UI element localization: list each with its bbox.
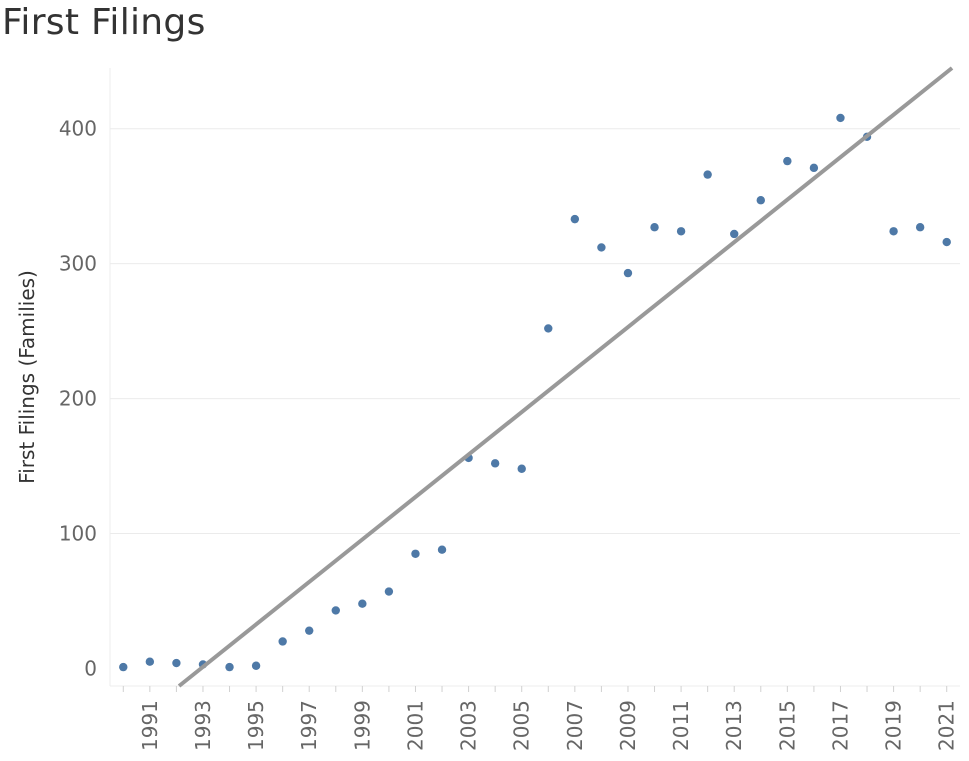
data-point-1995 [252, 662, 260, 670]
data-point-1996 [278, 637, 286, 645]
trend-line [179, 68, 952, 686]
x-tick-label: 1995 [244, 700, 268, 751]
data-point-1997 [305, 626, 313, 634]
data-points [119, 114, 951, 672]
y-tick-label: 0 [84, 656, 97, 680]
data-point-1992 [172, 659, 180, 667]
x-tick-label: 2003 [457, 700, 481, 751]
data-point-2020 [916, 223, 924, 231]
x-tick-label: 2021 [935, 700, 959, 751]
data-point-2008 [597, 243, 605, 251]
x-tick-label: 1999 [350, 700, 374, 751]
data-point-1991 [146, 658, 154, 666]
data-point-2005 [518, 465, 526, 473]
gridlines [110, 129, 960, 534]
data-point-2009 [624, 269, 632, 277]
x-tick-label: 2017 [828, 700, 852, 751]
data-point-2007 [571, 215, 579, 223]
x-tick-label: 2007 [563, 700, 587, 751]
data-point-2015 [783, 157, 791, 165]
data-point-2014 [757, 196, 765, 204]
data-point-1998 [332, 606, 340, 614]
x-tick-label: 2009 [616, 700, 640, 751]
data-point-1990 [119, 663, 127, 671]
x-tick-label: 2005 [510, 700, 534, 751]
y-axis-title: First Filings (Families) [15, 270, 39, 484]
y-axis-ticks: 0 100 200 300 400 [59, 117, 97, 681]
data-point-2001 [411, 550, 419, 558]
data-point-2000 [385, 587, 393, 595]
x-tick-label: 1993 [191, 700, 215, 751]
y-tick-label: 300 [59, 252, 97, 276]
data-point-1994 [225, 663, 233, 671]
data-point-2017 [836, 114, 844, 122]
data-point-2010 [650, 223, 658, 231]
x-tick-label: 1991 [138, 700, 162, 751]
data-point-2002 [438, 546, 446, 554]
trend-line-group [179, 68, 952, 686]
data-point-2016 [810, 164, 818, 172]
data-point-2019 [889, 227, 897, 235]
data-point-2011 [677, 227, 685, 235]
x-tick-label: 1997 [297, 700, 321, 751]
x-tick-label: 2013 [722, 700, 746, 751]
data-point-2021 [943, 238, 951, 246]
data-point-1999 [358, 599, 366, 607]
data-point-2004 [491, 459, 499, 467]
y-tick-label: 200 [59, 387, 97, 411]
x-tick-label: 2001 [403, 700, 427, 751]
y-tick-label: 400 [59, 117, 97, 141]
data-point-2012 [703, 170, 711, 178]
x-tick-label: 2011 [669, 700, 693, 751]
x-axis-ticks: 1991 1993 1995 1997 1999 2001 2003 2005 2007 2009… [123, 686, 958, 751]
data-point-2013 [730, 230, 738, 238]
x-tick-label: 2015 [775, 700, 799, 751]
data-point-2006 [544, 324, 552, 332]
y-tick-label: 100 [59, 522, 97, 546]
x-tick-label: 2019 [882, 700, 906, 751]
